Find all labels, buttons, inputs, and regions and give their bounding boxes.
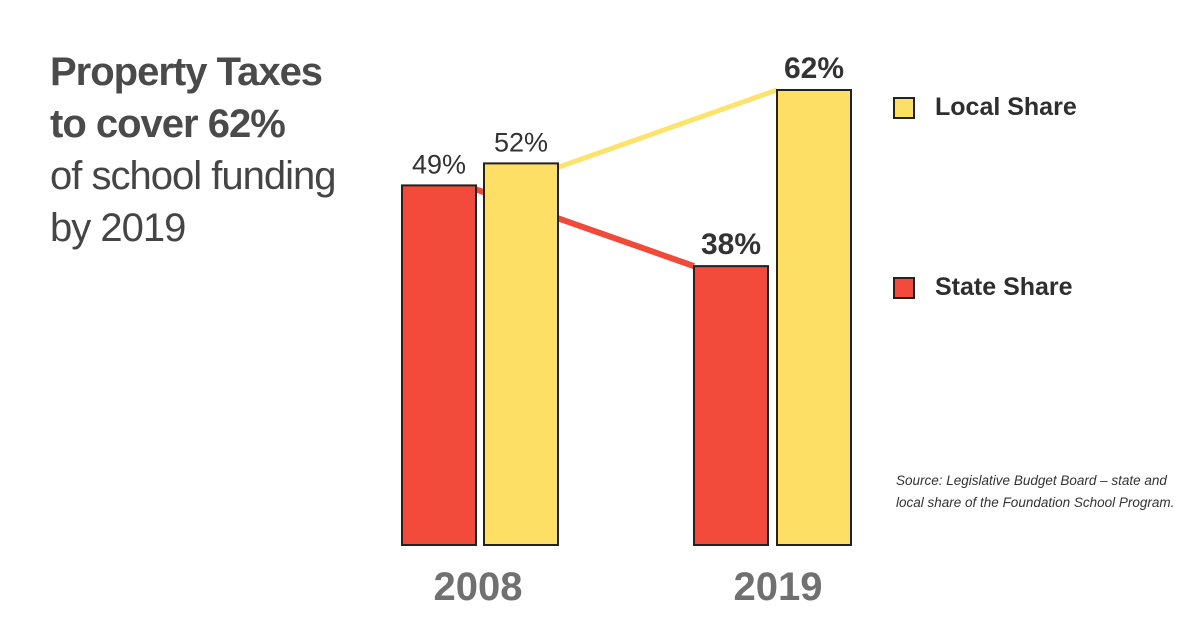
- data-label-state-2008: 49%: [412, 149, 466, 179]
- x-tick-label-2008: 2008: [434, 565, 523, 609]
- x-tick-label-2019: 2019: [734, 565, 823, 609]
- data-label-local-2008: 52%: [494, 127, 548, 157]
- data-label-local-2019: 62%: [784, 52, 844, 85]
- headline-line-4: by 2019: [50, 206, 186, 250]
- legend-swatch-state: [893, 276, 915, 299]
- bar-local-2019: [776, 89, 852, 546]
- bar-local-2008: [483, 162, 559, 547]
- legend-label-state: State Share: [935, 273, 1073, 301]
- headline: Property Taxes to cover 62% of school fu…: [50, 46, 380, 254]
- data-label-state-2019: 38%: [701, 228, 761, 261]
- legend-item-state: State Share: [893, 273, 1073, 302]
- bar-state-2019: [693, 265, 769, 546]
- legend-swatch-local: [893, 96, 915, 119]
- legend-item-local: Local Share: [893, 93, 1077, 122]
- legend-label-local: Local Share: [935, 93, 1077, 121]
- headline-line-2: to cover 62%: [50, 102, 286, 146]
- bar-state-2008: [401, 184, 477, 546]
- source-note: Source: Legislative Budget Board – state…: [896, 473, 1175, 510]
- headline-line-1: Property Taxes: [50, 50, 323, 94]
- headline-line-3: of school funding: [50, 154, 336, 198]
- connector-line-local: [557, 87, 778, 170]
